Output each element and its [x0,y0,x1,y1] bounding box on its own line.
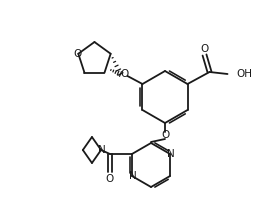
Text: N: N [129,171,137,181]
Text: O: O [161,130,169,140]
Text: O: O [120,69,129,79]
Text: O: O [106,174,114,184]
Text: OH: OH [237,69,252,79]
Text: N: N [167,149,175,159]
Text: O: O [200,44,209,54]
Text: N: N [98,145,106,155]
Text: O: O [73,49,81,59]
